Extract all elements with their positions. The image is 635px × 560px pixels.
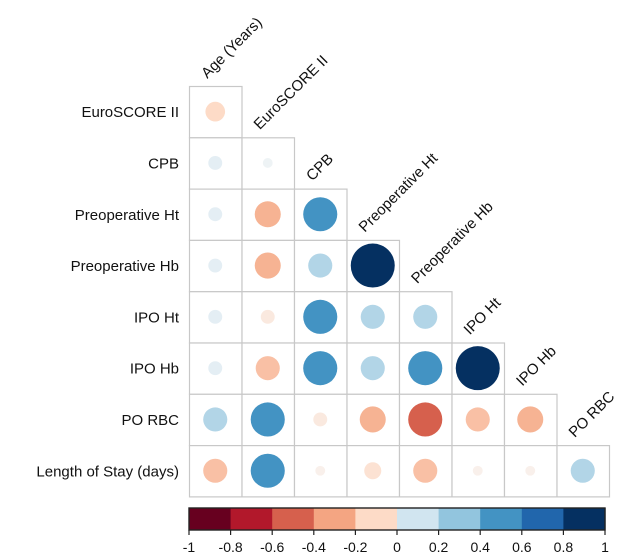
column-label: PO RBC	[566, 388, 619, 441]
correlation-circle	[350, 243, 395, 288]
correlation-circle	[208, 361, 223, 376]
correlation-circle	[360, 356, 385, 381]
colorbar-tick-label: 0.4	[470, 539, 490, 555]
colorbar-segment	[480, 508, 523, 530]
correlation-circles	[203, 101, 595, 488]
colorbar-tick-label: -0.4	[302, 539, 326, 555]
correlation-circle	[250, 453, 285, 488]
colorbar-segment	[189, 508, 232, 530]
column-label: CPB	[303, 151, 337, 185]
correlation-circle	[208, 309, 223, 324]
correlation-circle	[308, 253, 333, 278]
column-label: Preoperative Hb	[408, 198, 497, 287]
colorbar: -1 -0.8 -0.6 -0.4 -0.2 0 0.2 0.4 0.6 0.8 1	[183, 507, 609, 555]
colorbar-tick-label: -0.8	[219, 539, 243, 555]
colorbar-tick-label: 0.6	[512, 539, 532, 555]
correlation-circle	[408, 402, 443, 437]
row-labels: EuroSCORE II CPB Preoperative Ht Preoperati…	[36, 104, 179, 480]
row-label: Preoperative Hb	[71, 258, 179, 275]
colorbar-segment	[521, 508, 564, 530]
column-label: Age (Years)	[198, 14, 266, 82]
column-label: EuroSCORE II	[251, 52, 332, 133]
correlation-circle	[203, 458, 228, 483]
correlation-circle	[364, 462, 382, 480]
correlation-circle	[360, 304, 385, 329]
correlation-circle	[303, 351, 338, 386]
correlation-grid	[188, 85, 611, 498]
grid-cell	[346, 291, 401, 344]
row-label: Preoperative Ht	[75, 207, 180, 224]
correlation-circle	[303, 299, 338, 334]
correlation-circle	[255, 356, 280, 381]
correlation-circle	[254, 201, 281, 228]
correlation-circle	[203, 407, 228, 432]
correlation-circle	[570, 458, 595, 483]
correlation-circle	[359, 406, 386, 433]
correlation-circle	[250, 402, 285, 437]
correlation-circle	[254, 252, 281, 279]
colorbar-tick-label: 0	[393, 539, 401, 555]
correlation-circle	[413, 458, 438, 483]
row-label: EuroSCORE II	[81, 104, 179, 121]
correlation-circle	[455, 346, 500, 391]
row-label: IPO Ht	[134, 309, 180, 326]
correlation-circle	[260, 309, 275, 324]
correlation-circle	[517, 406, 544, 433]
column-label: IPO Ht	[461, 294, 505, 338]
colorbar-segment	[272, 508, 315, 530]
correlation-circle	[525, 465, 536, 476]
row-label: IPO Hb	[130, 361, 179, 378]
colorbar-segment	[355, 508, 398, 530]
correlation-circle	[208, 258, 223, 273]
grid-cell	[241, 239, 296, 293]
correlation-circle	[262, 158, 273, 168]
column-label: IPO Hb	[513, 343, 560, 390]
correlation-circle	[472, 465, 483, 476]
colorbar-tick-label: 0.2	[429, 539, 449, 555]
grid-cell	[188, 393, 243, 447]
colorbar-segment	[438, 508, 481, 530]
correlation-circle	[315, 465, 326, 476]
correlation-circle	[205, 101, 226, 122]
correlation-circle	[208, 207, 223, 222]
colorbar-tick-label: -1	[183, 539, 196, 555]
correlation-circle	[413, 304, 438, 329]
colorbar-tick-label: 0.8	[554, 539, 574, 555]
colorbar-segment	[313, 508, 356, 530]
row-label: PO RBC	[121, 412, 179, 429]
row-label: CPB	[148, 155, 179, 172]
correlation-circle	[208, 155, 223, 170]
column-label: Preoperative Ht	[356, 149, 442, 235]
colorbar-tick-label: -0.6	[260, 539, 284, 555]
row-label: Length of Stay (days)	[36, 463, 179, 480]
colorbar-segment	[563, 508, 606, 530]
correlation-circle	[303, 197, 338, 232]
colorbar-tick-label: 1	[601, 539, 609, 555]
colorbar-segment	[230, 508, 273, 530]
colorbar-segment	[397, 508, 440, 530]
correlation-circle	[408, 351, 443, 386]
correlation-circle	[465, 407, 490, 432]
colorbar-tick-label: -0.2	[343, 539, 367, 555]
correlation-circle	[313, 412, 328, 427]
